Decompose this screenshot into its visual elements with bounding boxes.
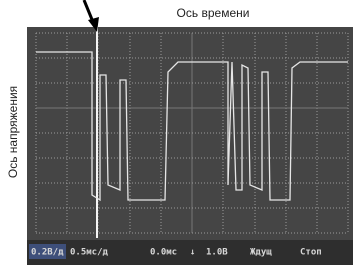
status-item: 0.5мс/д: [70, 248, 109, 258]
scope-screen: [27, 27, 353, 265]
voltage-axis-label: Ось напряжения: [6, 86, 20, 178]
time-axis-label: Ось времени: [177, 6, 250, 20]
status-item: ↓: [190, 248, 195, 258]
status-item: Стоп: [300, 248, 322, 258]
page: 0.2В/д 0.5мс/д 0.0мс ↓ 1.0В Ждущ Стоп Ос…: [0, 0, 353, 265]
status-item: 1.0В: [206, 248, 228, 258]
status-item: 0.2В/д: [31, 248, 64, 258]
arrow-shaft: [84, 0, 93, 22]
status-item: 0.0мс: [150, 248, 177, 258]
status-item: Ждущ: [250, 248, 272, 258]
